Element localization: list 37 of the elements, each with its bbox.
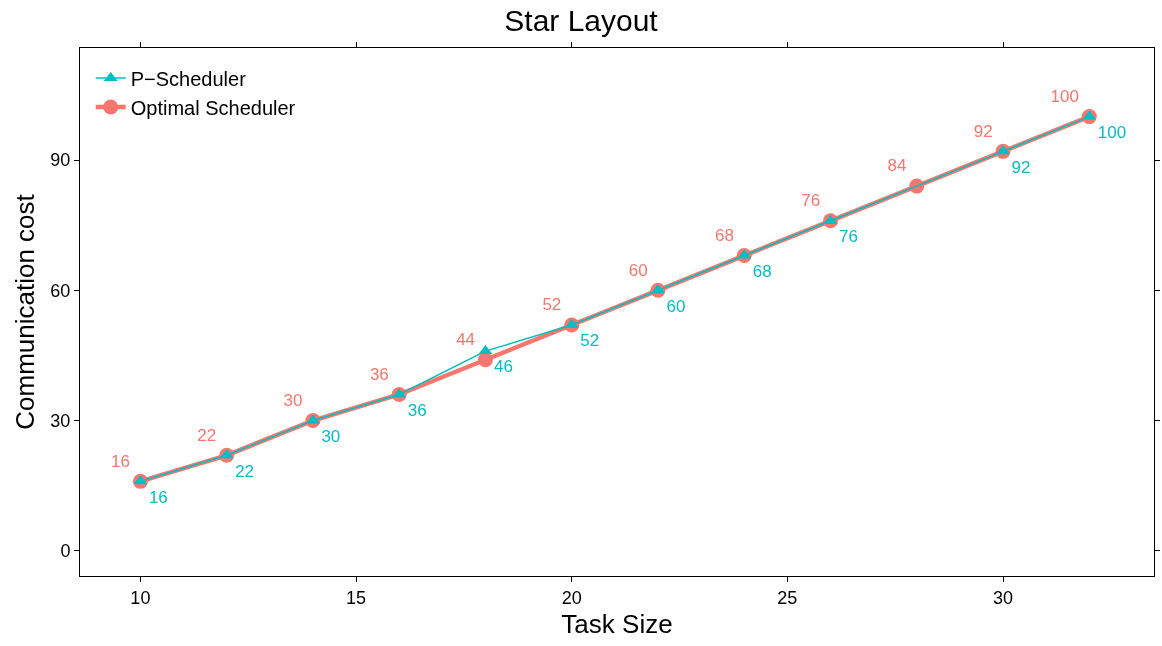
data-label: 16 <box>111 451 131 471</box>
data-label: 52 <box>542 295 562 315</box>
data-label: 92 <box>1011 157 1031 177</box>
data-label: 100 <box>1050 86 1079 106</box>
data-label: 36 <box>369 364 389 384</box>
x-tick-label: 30 <box>993 587 1014 608</box>
data-label: 30 <box>321 426 341 446</box>
data-label: 36 <box>407 400 427 420</box>
x-tick-label: 20 <box>561 587 582 608</box>
data-label: 100 <box>1097 122 1127 142</box>
data-label: 60 <box>666 296 686 316</box>
data-label: 52 <box>580 331 600 351</box>
y-tick-label: 0 <box>60 541 71 562</box>
data-label: 68 <box>714 225 734 245</box>
legend-label: P−Scheduler <box>130 67 247 90</box>
data-label: 16 <box>148 487 168 507</box>
data-label: 60 <box>628 260 648 280</box>
y-tick-label: 90 <box>50 150 71 171</box>
y-axis-title: Communication cost <box>9 193 40 430</box>
data-label: 30 <box>283 390 303 410</box>
data-label: 44 <box>456 330 476 350</box>
data-label: 84 <box>887 156 907 176</box>
legend-label: Optimal Scheduler <box>130 96 296 119</box>
x-axis-title: Task Size <box>561 609 673 640</box>
chart-title: Star Layout <box>504 3 659 37</box>
y-tick-label: 30 <box>50 410 71 431</box>
data-label: 76 <box>839 227 858 247</box>
data-label: 68 <box>752 261 772 281</box>
x-tick-label: 10 <box>130 587 151 608</box>
data-label: 92 <box>973 121 993 141</box>
x-tick-label: 25 <box>777 587 798 608</box>
data-label: 76 <box>801 191 821 211</box>
y-tick-label: 60 <box>50 280 71 301</box>
data-label: 22 <box>235 461 255 481</box>
data-label: 46 <box>493 357 513 377</box>
x-tick-label: 15 <box>346 587 367 608</box>
data-label: 22 <box>197 425 217 445</box>
